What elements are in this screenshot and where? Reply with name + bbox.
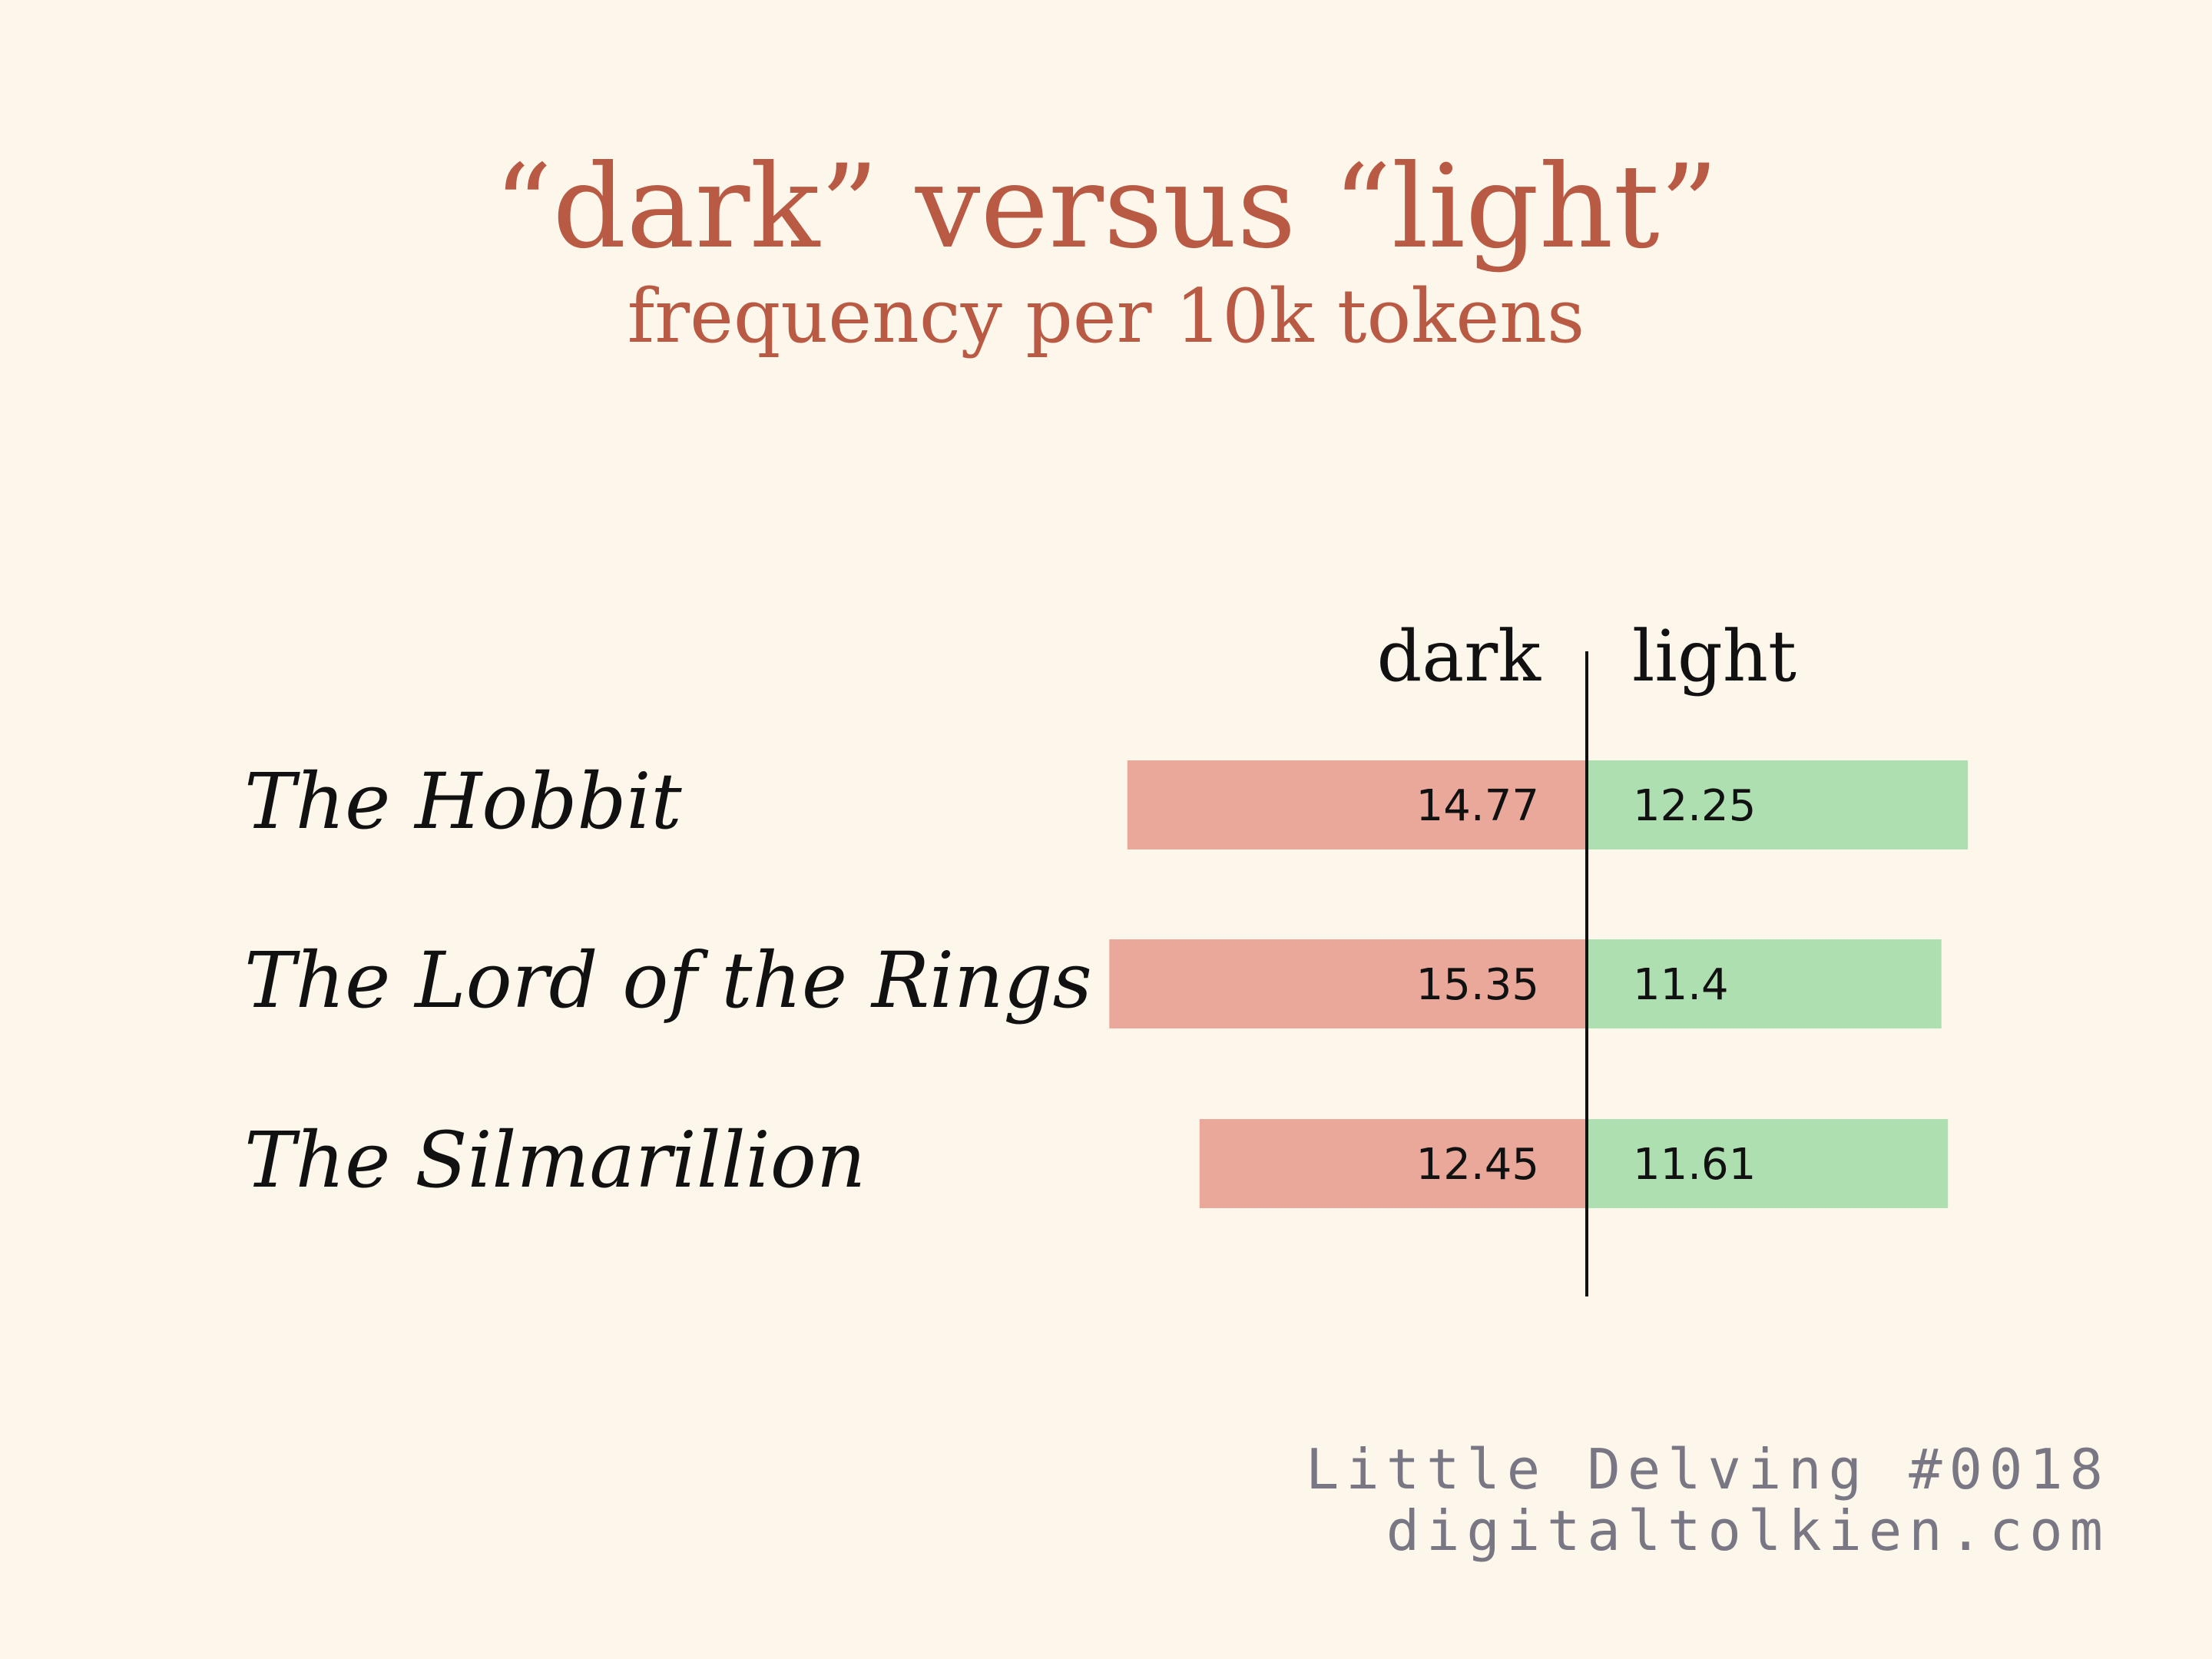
category-label-lotr: The Lord of the Rings: [244, 935, 1092, 1025]
bar-dark-hobbit: [1127, 760, 1587, 849]
bar-dark-lotr: [1109, 939, 1587, 1028]
footer-series-name: Little Delving #0018: [1306, 1437, 2110, 1502]
category-label-silmarillion: The Silmarillion: [244, 1115, 866, 1205]
value-label-dark-hobbit: 14.77: [1416, 781, 1539, 831]
bar-light-silmarillion: [1587, 1119, 1949, 1208]
chart-title: “dark” versus “light”: [493, 141, 1719, 274]
category-label-hobbit: The Hobbit: [244, 757, 682, 846]
series-label-dark: dark: [1376, 615, 1541, 697]
bar-dark-silmarillion: [1199, 1119, 1587, 1208]
value-label-light-hobbit: 12.25: [1633, 781, 1756, 831]
bar-light-hobbit: [1587, 760, 1969, 849]
value-label-dark-silmarillion: 12.45: [1416, 1140, 1539, 1190]
series-label-light: light: [1632, 615, 1796, 697]
chart-subtitle: frequency per 10k tokens: [627, 273, 1585, 359]
bar-light-lotr: [1587, 939, 1942, 1028]
footer-website: digitaltolkien.com: [1386, 1498, 2110, 1563]
value-label-dark-lotr: 15.35: [1416, 960, 1539, 1010]
value-label-light-lotr: 11.4: [1633, 960, 1729, 1010]
value-label-light-silmarillion: 11.61: [1633, 1140, 1756, 1190]
